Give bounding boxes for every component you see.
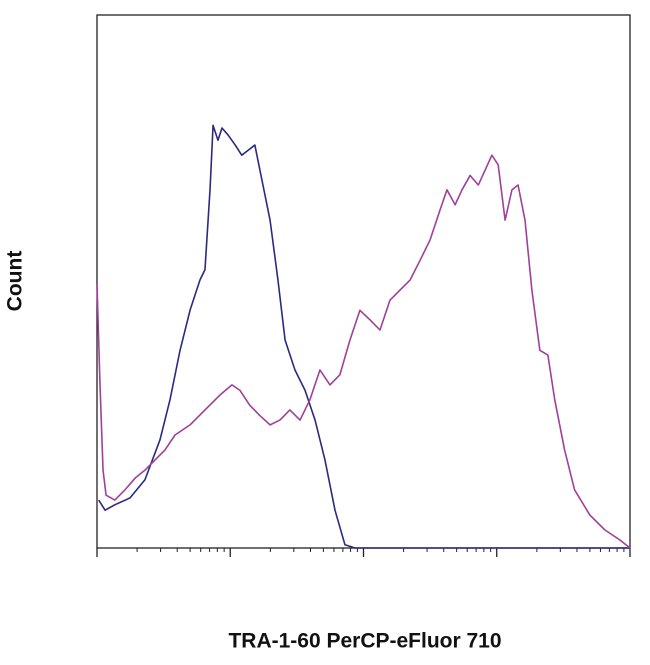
series-line bbox=[98, 124, 630, 549]
x-axis-label: TRA-1-60 PerCP-eFluor 710 bbox=[228, 630, 501, 653]
plot-frame bbox=[96, 14, 631, 549]
series-line bbox=[96, 154, 631, 549]
y-axis-label: Count bbox=[4, 251, 27, 312]
